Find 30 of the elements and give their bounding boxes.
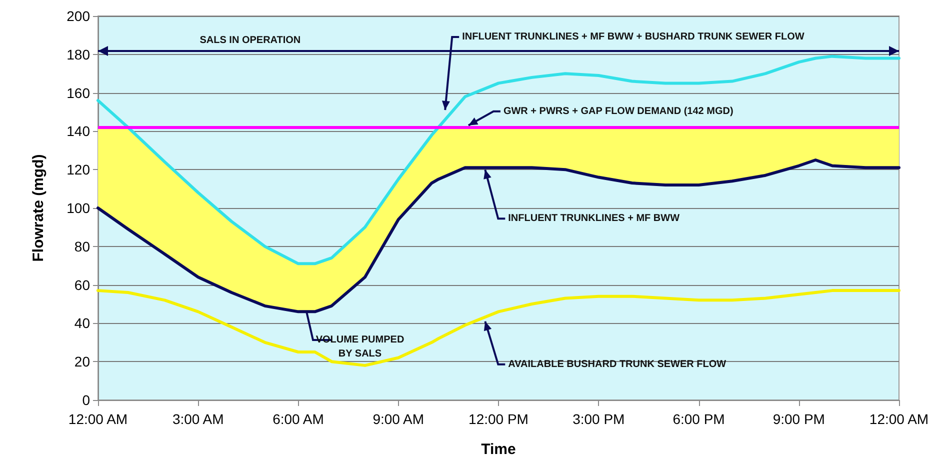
- y-tick-label: 120: [66, 162, 90, 178]
- annotation: GWR + PWRS + GAP FLOW DEMAND (142 MGD): [503, 106, 734, 117]
- y-tick-label: 140: [66, 123, 90, 140]
- x-tick-label: 9:00 PM: [772, 411, 825, 427]
- x-axis-title: Time: [481, 441, 516, 458]
- y-tick-label: 60: [74, 276, 90, 293]
- line-series: [96, 289, 900, 367]
- y-tick-label: 0: [82, 392, 90, 408]
- y-tick-label: 180: [66, 46, 90, 62]
- line-series: [96, 54, 900, 266]
- y-tick-label: 80: [74, 238, 90, 254]
- x-tick-label: 6:00 AM: [272, 411, 324, 427]
- x-tick-label: 12:00 AM: [869, 411, 929, 427]
- annotation: AVAILABLE BUSHARD TRUNK SEWER FLOW: [508, 358, 727, 370]
- y-tick-label: 160: [66, 84, 90, 101]
- x-tick-label: 12:00 PM: [468, 411, 528, 427]
- x-tick-label: 6:00 PM: [672, 411, 725, 427]
- annotation: INFLUENT TRUNKLINES + MF BWW + BUSHARD TRUNK SEWER FLOW: [462, 32, 805, 42]
- y-tick-label: 20: [74, 354, 90, 370]
- annotation: INFLUENT TRUNKLINES + MF BWW: [508, 213, 680, 224]
- x-tick-label: 12:00 AM: [68, 411, 128, 427]
- x-tick-label: 3:00 AM: [172, 411, 224, 427]
- y-tick-label: 40: [74, 315, 90, 332]
- ref-line-label: SALS IN OPERATION: [200, 35, 301, 46]
- y-tick-label: 200: [66, 8, 90, 24]
- annotation: VOLUME PUMPED BY SALS: [316, 334, 404, 360]
- y-axis-title: Flowrate (mgd): [30, 154, 47, 262]
- x-tick-label: 9:00 AM: [372, 411, 424, 427]
- y-tick-label: 100: [66, 200, 90, 216]
- x-tick-label: 3:00 PM: [572, 411, 625, 427]
